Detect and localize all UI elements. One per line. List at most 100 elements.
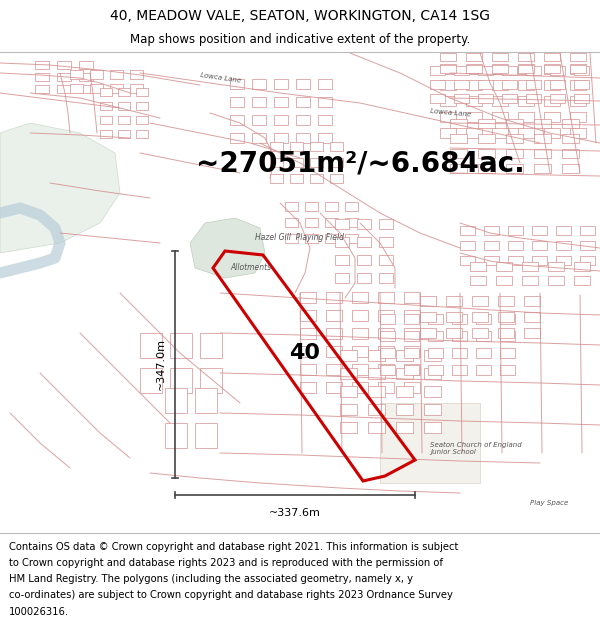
Bar	[300, 346, 316, 357]
Bar	[79, 61, 93, 69]
Bar	[380, 403, 480, 483]
Bar	[396, 422, 413, 433]
Bar	[570, 65, 586, 73]
Bar	[379, 255, 393, 265]
Bar	[518, 64, 534, 74]
Bar	[378, 364, 394, 375]
Text: Allotments: Allotments	[230, 264, 271, 272]
Bar	[492, 65, 508, 73]
Bar	[544, 53, 560, 61]
Text: Contains OS data © Crown copyright and database right 2021. This information is : Contains OS data © Crown copyright and d…	[9, 542, 458, 552]
Bar	[274, 97, 288, 107]
Bar	[230, 79, 244, 89]
Bar	[252, 79, 266, 89]
Bar	[574, 276, 590, 285]
Bar	[570, 80, 586, 90]
Bar	[368, 422, 385, 433]
Text: Lowca Lane: Lowca Lane	[200, 72, 242, 84]
Text: co-ordinates) are subject to Crown copyright and database rights 2023 Ordnance S: co-ordinates) are subject to Crown copyr…	[9, 591, 453, 601]
Bar	[368, 368, 385, 379]
Bar	[110, 84, 123, 93]
Bar	[476, 348, 491, 358]
Bar	[556, 241, 571, 250]
Bar	[500, 348, 515, 358]
Bar	[580, 241, 595, 250]
Bar	[270, 142, 283, 151]
Bar	[548, 262, 564, 271]
Bar	[318, 79, 332, 89]
Bar	[357, 273, 371, 283]
Bar	[404, 310, 420, 321]
Bar	[508, 226, 523, 235]
Bar	[508, 241, 523, 250]
Bar	[305, 202, 318, 211]
Bar	[100, 116, 112, 124]
Bar	[345, 234, 358, 243]
Bar	[466, 80, 482, 90]
Bar	[357, 237, 371, 247]
Bar	[290, 158, 303, 167]
Bar	[430, 66, 445, 75]
Bar	[270, 174, 283, 183]
Bar	[252, 115, 266, 125]
Bar	[420, 296, 436, 306]
Bar	[380, 365, 395, 375]
Bar	[506, 164, 523, 173]
Bar	[518, 96, 534, 106]
Bar	[326, 364, 342, 375]
Bar	[446, 296, 462, 306]
Bar	[450, 119, 467, 128]
Bar	[450, 149, 467, 158]
Bar	[325, 234, 338, 243]
Bar	[326, 382, 342, 393]
Bar	[472, 312, 488, 322]
Bar	[230, 115, 244, 125]
Bar	[518, 65, 534, 73]
Bar	[484, 226, 499, 235]
Bar	[502, 80, 517, 89]
Bar	[522, 276, 538, 285]
Bar	[170, 368, 192, 393]
Bar	[550, 66, 565, 75]
Bar	[396, 368, 413, 379]
Bar	[70, 70, 83, 79]
Bar	[424, 422, 441, 433]
Bar	[440, 112, 456, 122]
Bar	[335, 219, 349, 229]
Bar	[404, 328, 420, 339]
Bar	[498, 312, 514, 322]
Bar	[136, 102, 148, 110]
Bar	[340, 422, 357, 433]
Bar	[378, 382, 394, 393]
Bar	[562, 134, 579, 143]
Bar	[478, 80, 493, 89]
Bar	[357, 255, 371, 265]
Bar	[404, 364, 420, 375]
Bar	[440, 53, 456, 61]
Bar	[446, 312, 462, 322]
Bar	[274, 115, 288, 125]
Bar	[454, 66, 469, 75]
Bar	[252, 97, 266, 107]
Bar	[492, 128, 508, 138]
Bar	[274, 133, 288, 143]
Bar	[574, 262, 590, 271]
Bar	[574, 94, 589, 103]
Bar	[330, 158, 343, 167]
Bar	[285, 202, 298, 211]
Bar	[300, 382, 316, 393]
Text: Map shows position and indicative extent of the property.: Map shows position and indicative extent…	[130, 32, 470, 46]
Bar	[534, 119, 551, 128]
Bar	[446, 328, 462, 338]
Bar	[305, 234, 318, 243]
Bar	[478, 119, 495, 128]
Bar	[70, 84, 83, 93]
Bar	[404, 365, 419, 375]
Bar	[550, 80, 565, 89]
Bar	[136, 116, 148, 124]
Bar	[452, 348, 467, 358]
Bar	[424, 368, 441, 379]
Bar	[404, 346, 420, 357]
Bar	[57, 73, 71, 81]
Bar	[420, 328, 436, 338]
